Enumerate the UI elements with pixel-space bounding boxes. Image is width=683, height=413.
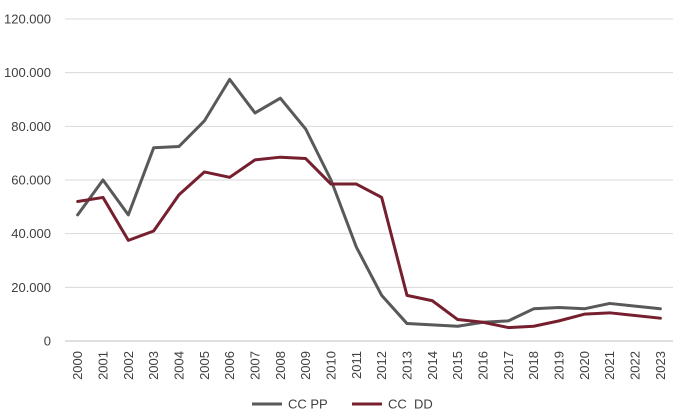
y-axis-tick-labels: 0 20.000 40.000 60.000 80.000 100.000 120.000 [4, 12, 51, 349]
y-tick-label: 60.000 [11, 173, 51, 188]
x-tick-label: 2013 [400, 351, 415, 380]
x-tick-label: 2000 [70, 351, 85, 380]
x-tick-label: 2003 [146, 351, 161, 380]
x-tick-label: 2005 [197, 351, 212, 380]
x-tick-label: 2007 [248, 351, 263, 380]
x-tick-label: 2015 [450, 351, 465, 380]
x-tick-label: 2002 [121, 351, 136, 380]
gridlines [65, 18, 673, 288]
x-tick-label: 2011 [349, 351, 364, 379]
x-tick-label: 2018 [526, 351, 541, 380]
legend-label: CC PP [288, 397, 328, 412]
x-tick-label: 2001 [96, 351, 111, 380]
x-tick-label: 2016 [476, 351, 491, 380]
x-tick-label: 2023 [653, 351, 668, 380]
y-tick-label: 80.000 [11, 119, 51, 134]
y-tick-label: 120.000 [4, 12, 51, 27]
x-tick-label: 2008 [273, 351, 288, 380]
x-tick-label: 2010 [324, 351, 339, 380]
x-tick-label: 2020 [577, 351, 592, 380]
x-tick-label: 2004 [172, 351, 187, 380]
y-tick-label: 20.000 [11, 280, 51, 295]
y-tick-label: 100.000 [4, 65, 51, 80]
series-lines [76, 77, 662, 330]
x-tick-label: 2017 [501, 351, 516, 380]
x-axis-tick-labels: 2000 2001 2002 2003 2004 2005 2006 2007 2008 2009… [70, 351, 668, 380]
series-line-1 [76, 77, 662, 328]
legend: CC PP CC DD [252, 397, 433, 412]
x-tick-label: 2019 [552, 351, 567, 380]
x-tick-label: 2014 [425, 351, 440, 380]
series-line-2 [76, 155, 662, 330]
x-tick-label: 2022 [628, 351, 643, 380]
legend-label: CC DD [388, 397, 433, 412]
x-tick-label: 2012 [374, 351, 389, 380]
x-tick-label: 2006 [222, 351, 237, 380]
x-tick-label: 2021 [602, 351, 617, 380]
y-tick-label: 0 [44, 334, 51, 349]
y-tick-label: 40.000 [11, 226, 51, 241]
x-tick-label: 2009 [298, 351, 313, 380]
